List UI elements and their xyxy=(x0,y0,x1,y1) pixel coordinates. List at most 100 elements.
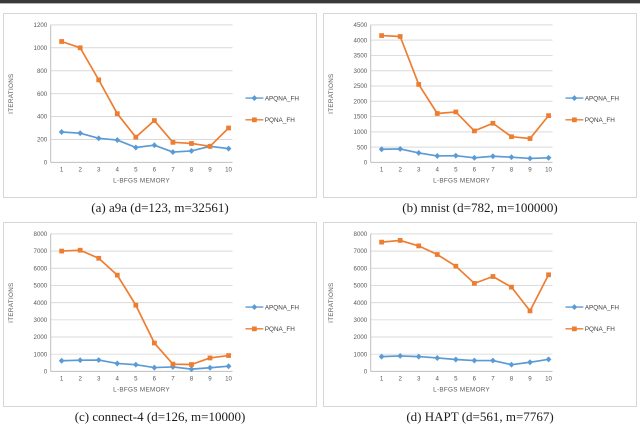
x-tick-label: 5 xyxy=(454,166,458,173)
legend-label-APQNA_FH: APQNA_FH xyxy=(585,304,620,311)
y-tick-label: 6000 xyxy=(354,265,368,272)
y-tick-label: 1200 xyxy=(34,22,48,29)
y-tick-label: 600 xyxy=(37,91,48,98)
data-point-APQNA_FH xyxy=(225,363,232,370)
legend-marker xyxy=(571,304,578,311)
series-line-PQNA_FH xyxy=(60,40,230,148)
y-tick-label: 8000 xyxy=(354,231,368,238)
data-point-APQNA_FH xyxy=(207,364,213,371)
data-point-PQNA_FH xyxy=(59,248,65,254)
x-tick-label: 9 xyxy=(528,166,532,173)
data-point-PQNA_FH xyxy=(509,284,514,290)
data-point-APQNA_FH xyxy=(132,144,139,151)
x-tick-label: 1 xyxy=(60,375,64,382)
data-point-APQNA_FH xyxy=(508,154,515,161)
x-tick-label: 3 xyxy=(417,375,421,382)
legend-label-PQNA_FH: PQNA_FH xyxy=(265,326,295,333)
data-point-APQNA_FH xyxy=(452,356,459,363)
x-tick-label: 7 xyxy=(491,375,495,382)
caption-hapt: (d) HAPT (d=561, m=7767) xyxy=(406,409,554,424)
y-tick-label: 1000 xyxy=(34,45,48,52)
x-tick-label: 1 xyxy=(380,375,384,382)
y-tick-label: 2000 xyxy=(354,98,368,105)
data-point-PQNA_FH xyxy=(527,136,533,141)
legend-label-PQNA_FH: PQNA_FH xyxy=(585,326,615,333)
y-tick-label: 0 xyxy=(44,160,48,167)
data-point-PQNA_FH xyxy=(527,308,533,314)
data-point-PQNA_FH xyxy=(151,118,157,123)
line-chart-mnist: 0 500 1000 1500 2000 2500 3000 3500 4000 4500 1 2 3 4… xyxy=(328,22,620,185)
legend-marker xyxy=(252,117,257,123)
data-point-PQNA_FH xyxy=(133,134,139,140)
y-axis-title: ITERATIONS xyxy=(328,73,335,113)
y-tick-label: 4000 xyxy=(34,300,48,307)
data-point-PQNA_FH xyxy=(490,274,496,279)
x-tick-label: 2 xyxy=(78,166,82,173)
data-point-PQNA_FH xyxy=(189,141,194,146)
data-point-APQNA_FH xyxy=(545,154,552,161)
x-tick-label: 2 xyxy=(398,375,402,382)
data-point-APQNA_FH xyxy=(490,153,496,160)
data-point-APQNA_FH xyxy=(188,366,195,373)
x-tick-label: 3 xyxy=(97,375,101,382)
x-tick-label: 3 xyxy=(417,166,421,173)
x-tick-label: 6 xyxy=(153,166,157,173)
series-line-PQNA_FH xyxy=(380,34,550,140)
data-point-APQNA_FH xyxy=(225,145,232,152)
data-point-APQNA_FH xyxy=(527,359,533,366)
data-point-APQNA_FH xyxy=(114,360,121,367)
data-point-APQNA_FH xyxy=(545,356,552,363)
x-tick-label: 10 xyxy=(545,166,552,173)
legend-label-PQNA_FH: PQNA_FH xyxy=(265,117,295,124)
y-tick-label: 7000 xyxy=(34,248,48,255)
x-tick-label: 8 xyxy=(190,166,194,173)
data-point-PQNA_FH xyxy=(133,302,139,308)
y-tick-label: 7000 xyxy=(354,248,368,255)
y-tick-label: 2000 xyxy=(34,334,48,341)
data-point-APQNA_FH xyxy=(58,129,65,135)
y-tick-label: 3500 xyxy=(354,53,368,60)
legend-marker xyxy=(572,117,577,123)
y-tick-label: 400 xyxy=(37,114,48,121)
data-point-PQNA_FH xyxy=(434,252,440,257)
x-tick-label: 4 xyxy=(116,166,120,173)
data-point-APQNA_FH xyxy=(170,149,176,156)
y-tick-label: 2000 xyxy=(354,334,368,341)
data-point-PQNA_FH xyxy=(416,82,422,87)
data-point-PQNA_FH xyxy=(397,34,403,39)
x-tick-label: 6 xyxy=(153,375,157,382)
y-axis-title: ITERATIONS xyxy=(8,282,15,322)
data-point-APQNA_FH xyxy=(95,357,102,364)
line-chart-a9a: 0 200 400 600 800 1000 1200 1 2 3 4 5 6 7 8 9 10 L-BFGS M… xyxy=(8,22,300,185)
x-tick-label: 2 xyxy=(398,166,402,173)
chart-panel-a9a: 0 200 400 600 800 1000 1200 1 2 3 4 5 6 7 8 9 10 L-BFGS M… xyxy=(3,13,317,198)
data-point-PQNA_FH xyxy=(226,125,231,131)
series-line-PQNA_FH xyxy=(380,239,550,312)
y-axis-title: ITERATIONS xyxy=(328,282,335,322)
legend-marker xyxy=(251,95,258,102)
x-tick-label: 2 xyxy=(78,375,82,382)
data-point-APQNA_FH xyxy=(471,154,478,161)
data-point-PQNA_FH xyxy=(96,255,102,261)
data-point-PQNA_FH xyxy=(114,272,120,278)
y-tick-label: 1500 xyxy=(354,114,368,121)
y-tick-label: 0 xyxy=(364,160,368,167)
y-tick-label: 4000 xyxy=(354,37,368,44)
y-tick-label: 0 xyxy=(364,369,368,376)
y-tick-label: 3000 xyxy=(34,317,48,324)
series-line-APQNA_FH xyxy=(380,148,550,160)
data-point-PQNA_FH xyxy=(490,120,496,126)
y-tick-label: 500 xyxy=(357,144,368,151)
legend-label-APQNA_FH: APQNA_FH xyxy=(265,95,300,102)
y-tick-label: 200 xyxy=(37,137,48,144)
data-point-PQNA_FH xyxy=(453,109,459,115)
data-point-APQNA_FH xyxy=(188,147,195,154)
x-tick-label: 10 xyxy=(225,375,232,382)
y-tick-label: 3000 xyxy=(354,68,368,75)
y-tick-label: 3000 xyxy=(354,317,368,324)
data-point-APQNA_FH xyxy=(452,152,459,159)
x-axis-title: L-BFGS MEMORY xyxy=(433,178,490,185)
page-top-rule xyxy=(0,0,640,4)
x-tick-label: 4 xyxy=(436,166,440,173)
